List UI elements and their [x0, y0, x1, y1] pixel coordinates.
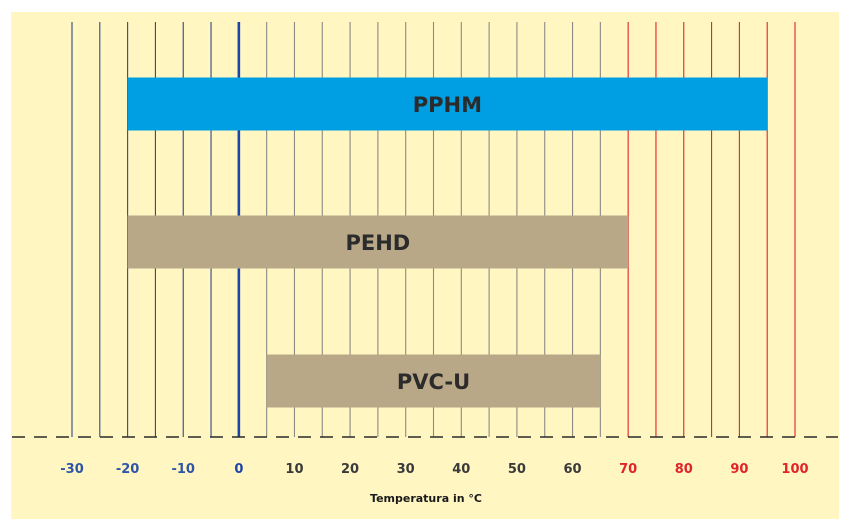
x-tick-label: 30: [397, 462, 415, 477]
x-tick-label: 80: [675, 462, 693, 477]
bar-pvc-u: [266, 354, 601, 408]
bar-pphm: [127, 77, 768, 131]
x-tick-label: 70: [619, 462, 637, 477]
x-tick-label: 0: [234, 462, 243, 477]
x-tick-label: -20: [116, 462, 140, 477]
x-tick-label: 20: [341, 462, 359, 477]
x-tick-label: 40: [452, 462, 470, 477]
x-tick-labels: -30 -20 -10 0 10 20 30 40 50 60 70 80 90 100: [60, 462, 808, 477]
x-tick-label: 90: [730, 462, 748, 477]
x-tick-label: 60: [563, 462, 581, 477]
bar-pehd: [127, 215, 629, 269]
bar-label: PVC-U: [397, 370, 470, 394]
x-tick-label: -30: [60, 462, 84, 477]
bar-label: PEHD: [346, 231, 411, 255]
x-tick-label: 10: [285, 462, 303, 477]
x-axis-title: Temperatura in °C: [370, 492, 482, 505]
bar-label: PPHM: [413, 93, 482, 117]
x-tick-label: 100: [781, 462, 808, 477]
range-bars: PPHM PEHD PVC-U: [127, 77, 768, 408]
x-tick-label: -10: [171, 462, 195, 477]
x-tick-label: 50: [508, 462, 526, 477]
